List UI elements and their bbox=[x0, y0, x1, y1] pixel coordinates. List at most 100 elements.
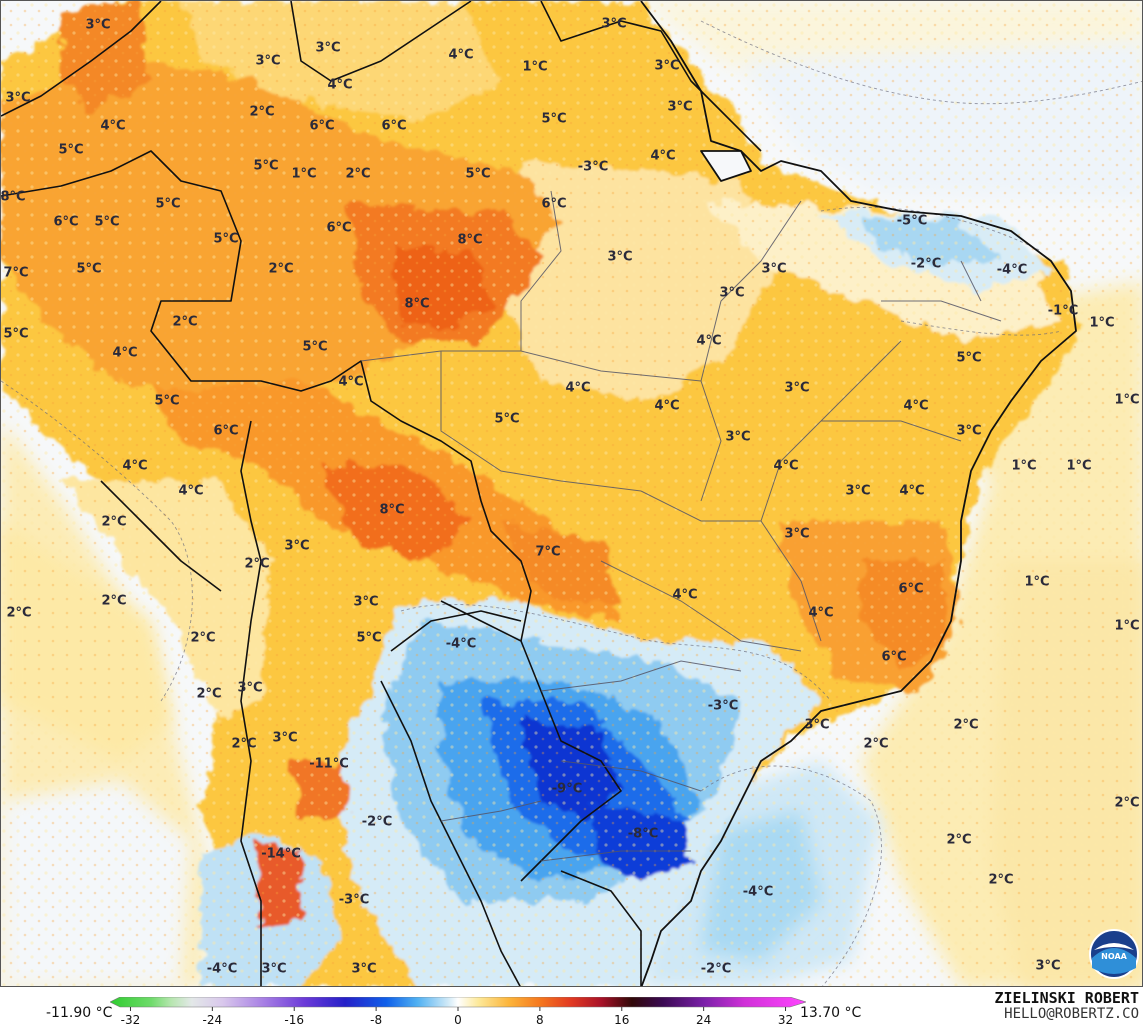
temperature-label: 2°C bbox=[988, 873, 1013, 888]
temperature-label: 4°C bbox=[338, 375, 363, 390]
color-scale-bar: -32 -24 -16 -8 0 8 16 24 32 bbox=[110, 997, 806, 1027]
color-scale-tick-label: 8 bbox=[536, 1013, 544, 1027]
temperature-label: -2°C bbox=[911, 257, 941, 272]
temperature-label: 3°C bbox=[315, 41, 340, 56]
temperature-label: 2°C bbox=[101, 515, 126, 530]
temperature-label: 5°C bbox=[302, 340, 327, 355]
temperature-label: -9°C bbox=[552, 782, 582, 797]
temperature-label: 3°C bbox=[607, 250, 632, 265]
temperature-label: 4°C bbox=[178, 484, 203, 499]
temperature-label: -3°C bbox=[708, 699, 738, 714]
temperature-label: 6°C bbox=[898, 582, 923, 597]
color-scale-tick-label: 24 bbox=[696, 1013, 711, 1027]
temperature-label: 8°C bbox=[404, 297, 429, 312]
temperature-label: 1°C bbox=[1011, 459, 1036, 474]
temperature-label: 1°C bbox=[1114, 619, 1139, 634]
temperature-label: -2°C bbox=[362, 815, 392, 830]
temperature-label: 1°C bbox=[1066, 459, 1091, 474]
temperature-label: 4°C bbox=[672, 588, 697, 603]
temperature-label: 8°C bbox=[457, 233, 482, 248]
temperature-label: 3°C bbox=[784, 381, 809, 396]
temperature-label: 6°C bbox=[213, 424, 238, 439]
color-scale-tick-label: 16 bbox=[614, 1013, 629, 1027]
country-borders bbox=[1, 1, 762, 986]
temperature-label: 5°C bbox=[94, 215, 119, 230]
temperature-label: 1°C bbox=[1114, 393, 1139, 408]
legend-min-value: -11.90 °C bbox=[46, 1005, 113, 1021]
temperature-label: 2°C bbox=[231, 737, 256, 752]
noaa-logo: NOAA bbox=[1089, 929, 1139, 979]
temperature-label: 5°C bbox=[465, 167, 490, 182]
temperature-anomaly-map: 3°C 3°C 3°C 3°C 4°C 4°C 1°C 3°C 3°C 3°C 2°C 4°C 6°C 6… bbox=[0, 0, 1143, 987]
temperature-label: 2°C bbox=[172, 315, 197, 330]
temperature-label: 3°C bbox=[845, 484, 870, 499]
temperature-label: 5°C bbox=[213, 232, 238, 247]
temperature-label: 3°C bbox=[719, 286, 744, 301]
temperature-label: 3°C bbox=[237, 681, 262, 696]
temperature-label: 7°C bbox=[3, 266, 28, 281]
temperature-label: -3°C bbox=[339, 893, 369, 908]
temperature-label: 4°C bbox=[654, 399, 679, 414]
temperature-label: 3°C bbox=[804, 718, 829, 733]
color-scale-tick-label: -16 bbox=[284, 1013, 304, 1027]
temperature-label: 3°C bbox=[654, 59, 679, 74]
temperature-label: 4°C bbox=[448, 48, 473, 63]
author-credit: ZIELINSKI ROBERT bbox=[994, 989, 1140, 1007]
texture-overlay bbox=[1, 1, 1142, 986]
temperature-label: 1°C bbox=[1089, 316, 1114, 331]
temperature-label: 3°C bbox=[761, 262, 786, 277]
temperature-label: 4°C bbox=[100, 119, 125, 134]
temperature-label: 5°C bbox=[253, 159, 278, 174]
color-scale-tick-label: -32 bbox=[121, 1013, 141, 1027]
temperature-label: 8°C bbox=[379, 503, 404, 518]
temperature-label: 3°C bbox=[725, 430, 750, 445]
temperature-label: -4°C bbox=[743, 885, 773, 900]
color-scale-ticks: -32 -24 -16 -8 0 8 16 24 32 bbox=[121, 1007, 793, 1027]
temperature-label: 2°C bbox=[1114, 796, 1139, 811]
temperature-label: 2°C bbox=[190, 631, 215, 646]
temperature-label: 5°C bbox=[76, 262, 101, 277]
temperature-label: 3°C bbox=[5, 91, 30, 106]
temperature-label: 3°C bbox=[667, 100, 692, 115]
temperature-label: 5°C bbox=[154, 394, 179, 409]
temperature-label: 6°C bbox=[541, 197, 566, 212]
temperature-label: 3°C bbox=[353, 595, 378, 610]
temperature-label: -4°C bbox=[997, 263, 1027, 278]
temperature-label: 2°C bbox=[101, 594, 126, 609]
temperature-label: 5°C bbox=[155, 197, 180, 212]
noaa-logo-text: NOAA bbox=[1101, 952, 1127, 961]
temperature-label: 5°C bbox=[541, 112, 566, 127]
temperature-label: 3°C bbox=[784, 527, 809, 542]
temperature-labels: 3°C 3°C 3°C 3°C 4°C 4°C 1°C 3°C 3°C 3°C 2°C 4°C 6°C 6… bbox=[1, 17, 1140, 977]
temperature-label: 4°C bbox=[899, 484, 924, 499]
temperature-label: 5°C bbox=[956, 351, 981, 366]
temperature-label: 4°C bbox=[122, 459, 147, 474]
temperature-label: 4°C bbox=[565, 381, 590, 396]
temperature-label: 5°C bbox=[3, 327, 28, 342]
temperature-label: -4°C bbox=[446, 637, 476, 652]
temperature-label: -8°C bbox=[628, 827, 658, 842]
temperature-label: 4°C bbox=[696, 334, 721, 349]
temperature-label: 2°C bbox=[953, 718, 978, 733]
temperature-label: 5°C bbox=[58, 143, 83, 158]
state-borders bbox=[360, 190, 1002, 862]
legend-max-value: 13.70 °C bbox=[800, 1005, 862, 1021]
color-scale-tick-label: 32 bbox=[778, 1013, 793, 1027]
temperature-label: 4°C bbox=[808, 606, 833, 621]
temperature-label: 3°C bbox=[255, 54, 280, 69]
temperature-label: 7°C bbox=[535, 545, 560, 560]
color-scale-tick-label: -24 bbox=[203, 1013, 223, 1027]
temperature-label: 3°C bbox=[284, 539, 309, 554]
temperature-label: -2°C bbox=[701, 962, 731, 977]
temperature-label: 3°C bbox=[351, 962, 376, 977]
temperature-label: 6°C bbox=[326, 221, 351, 236]
temperature-label: 4°C bbox=[650, 149, 675, 164]
color-scale-tick-label: 0 bbox=[454, 1013, 462, 1027]
temperature-label: 2°C bbox=[268, 262, 293, 277]
temperature-label: -5°C bbox=[897, 214, 927, 229]
contour-lines bbox=[1, 20, 1142, 986]
temperature-label: 2°C bbox=[249, 105, 274, 120]
temperature-label: 3°C bbox=[261, 962, 286, 977]
temperature-label: 6°C bbox=[309, 119, 334, 134]
color-scale-tick-label: -8 bbox=[370, 1013, 382, 1027]
